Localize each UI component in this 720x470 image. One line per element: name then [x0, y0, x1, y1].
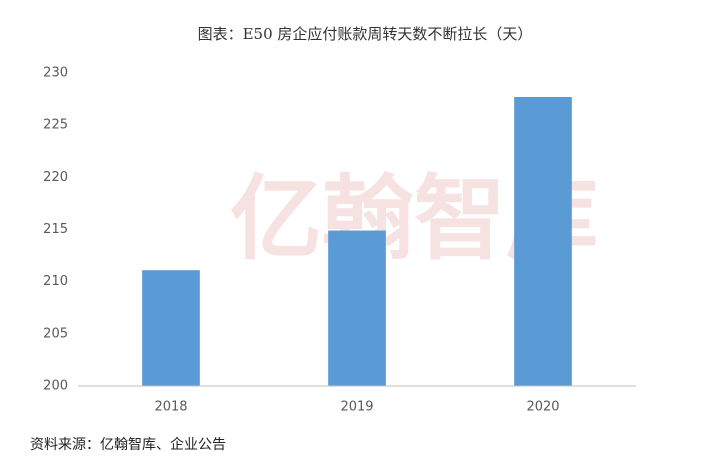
y-tick-label: 215 [43, 222, 68, 237]
chart-title: 图表：E50 房企应付账款周转天数不断拉长（天） [198, 25, 533, 43]
y-tick-label: 230 [43, 66, 68, 81]
source-note: 资料来源：亿翰智库、企业公告 [30, 436, 226, 453]
y-tick-label: 205 [43, 326, 68, 341]
x-tick-label: 2018 [154, 400, 187, 415]
bar [142, 270, 200, 386]
x-tick-label: 2020 [526, 400, 559, 415]
x-tick-label: 2019 [340, 400, 373, 415]
bar [328, 230, 386, 386]
y-tick-label: 210 [43, 274, 68, 289]
y-tick-label: 200 [43, 379, 68, 394]
y-tick-label: 225 [43, 118, 68, 133]
bar [514, 96, 572, 386]
y-tick-label: 220 [43, 170, 68, 185]
